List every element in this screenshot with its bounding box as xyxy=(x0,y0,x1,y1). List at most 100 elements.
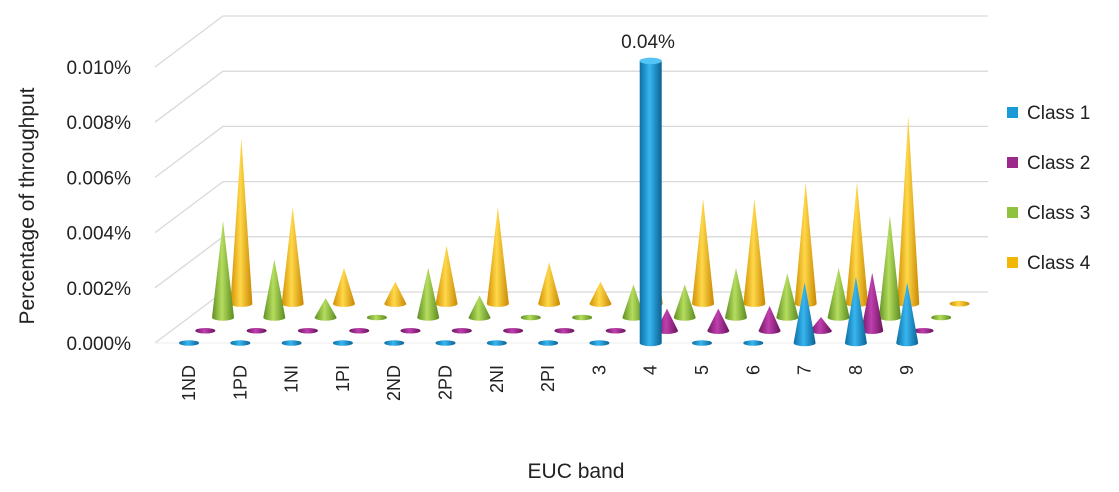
legend: Class 1 Class 2 Class 3 Class 4 xyxy=(1007,103,1091,274)
cone-mark xyxy=(692,198,715,307)
category-label: 7 xyxy=(795,365,815,375)
category-label: 4 xyxy=(641,365,661,375)
y-tick-label: 0.010% xyxy=(67,58,132,79)
cone-mark xyxy=(809,316,832,334)
cone-base-mark xyxy=(913,327,934,334)
cone-mark xyxy=(794,182,817,307)
series-class-4 xyxy=(230,116,970,307)
legend-swatch xyxy=(1007,207,1018,218)
cone-base-mark xyxy=(384,340,405,346)
category-label: 9 xyxy=(897,365,917,375)
category-labels: 1ND 1PD 1NI 1PI 2ND 2PD 2NI 2PI 3 4 5 6 7 8 9 xyxy=(179,365,917,401)
cylinder-mark xyxy=(639,57,662,347)
category-label: 3 xyxy=(589,365,609,375)
cone-base-mark xyxy=(572,314,593,321)
category-label: 2PI xyxy=(538,365,558,392)
cone-base-mark xyxy=(451,327,472,334)
legend-label: Class 4 xyxy=(1027,253,1091,274)
gridline-side xyxy=(154,181,224,234)
cone-base-mark xyxy=(503,327,524,334)
gridline-side xyxy=(154,15,224,68)
y-tick-labels: 0.000% 0.002% 0.004% 0.006% 0.008% 0.010% xyxy=(67,58,132,355)
cone-base-mark xyxy=(692,340,712,346)
y-axis-title: Percentage of throughput xyxy=(16,87,39,324)
cone-mark xyxy=(435,245,458,307)
cone-base-mark xyxy=(297,327,318,334)
cone-base-mark xyxy=(366,314,387,321)
cone-mark xyxy=(827,267,850,321)
cone-mark xyxy=(384,281,407,307)
cylinder-top xyxy=(639,57,662,65)
cone-mark xyxy=(212,220,234,321)
cone-base-mark xyxy=(435,340,456,346)
cone-mark xyxy=(281,207,304,307)
cone-base-mark xyxy=(554,327,575,334)
gridline-side xyxy=(154,236,224,289)
y-tick-label: 0.006% xyxy=(67,168,132,189)
cone-mark xyxy=(758,305,781,334)
cone-mark xyxy=(589,281,612,307)
legend-swatch xyxy=(1007,257,1018,268)
cone-base-mark xyxy=(332,340,353,346)
cone-base-mark xyxy=(179,340,199,346)
cone-mark xyxy=(230,138,253,307)
category-label: 5 xyxy=(692,365,712,375)
legend-item: Class 3 xyxy=(1007,203,1090,224)
category-label: 1NI xyxy=(282,365,302,393)
gridline-side xyxy=(154,70,224,123)
series-class-2 xyxy=(195,272,934,334)
legend-swatch xyxy=(1007,107,1018,118)
cone-base-mark xyxy=(486,340,507,346)
cone-mark xyxy=(314,298,337,321)
cone-base-mark xyxy=(246,327,267,334)
gridline-side xyxy=(154,125,224,178)
cone-marks xyxy=(179,57,970,347)
cone-mark xyxy=(417,267,440,321)
cone-mark xyxy=(845,182,868,307)
category-label: 2NI xyxy=(487,365,507,393)
legend-label: Class 3 xyxy=(1027,203,1090,224)
x-axis-title: EUC band xyxy=(528,460,625,483)
cone-base-mark xyxy=(931,314,952,321)
category-label: 2ND xyxy=(384,365,404,401)
category-label: 6 xyxy=(743,365,763,375)
legend-label: Class 2 xyxy=(1027,153,1090,174)
cone-mark xyxy=(743,198,766,307)
cone-mark xyxy=(538,262,561,307)
cone-base-mark xyxy=(400,327,421,334)
cone-base-mark xyxy=(538,340,559,346)
cone-base-mark xyxy=(605,327,626,334)
cone-base-mark xyxy=(520,314,541,321)
outlier-data-label: 0.04% xyxy=(621,32,675,53)
y-tick-label: 0.008% xyxy=(67,113,132,134)
legend-item: Class 2 xyxy=(1007,153,1090,174)
cone-base-mark xyxy=(230,340,251,346)
category-label: 8 xyxy=(846,365,866,375)
category-label: 1PD xyxy=(230,365,250,400)
category-label: 1ND xyxy=(179,365,199,401)
cone-mark xyxy=(896,282,919,347)
cone-mark xyxy=(861,272,884,334)
y-tick-label: 0.002% xyxy=(67,279,132,300)
cone-mark xyxy=(332,267,355,307)
cone-mark xyxy=(468,295,491,321)
cone-base-mark xyxy=(281,340,302,346)
cone-base-mark xyxy=(949,300,970,307)
cone-mark xyxy=(793,282,816,347)
category-label: 1PI xyxy=(333,365,353,392)
legend-item: Class 4 xyxy=(1007,253,1091,274)
gridline-side xyxy=(154,291,224,344)
y-tick-label: 0.000% xyxy=(67,334,132,355)
cone-base-mark xyxy=(743,340,764,346)
cone-mark xyxy=(776,273,799,321)
series-class-1 xyxy=(179,57,919,347)
legend-item: Class 1 xyxy=(1007,103,1090,124)
series-class-3 xyxy=(212,215,952,321)
cone-mark xyxy=(622,284,645,321)
legend-swatch xyxy=(1007,157,1018,168)
cone-mark xyxy=(486,207,509,307)
cone-mark xyxy=(725,267,747,321)
cone-base-mark xyxy=(589,340,610,346)
y-tick-label: 0.004% xyxy=(67,224,132,245)
cone-base-mark xyxy=(349,327,370,334)
